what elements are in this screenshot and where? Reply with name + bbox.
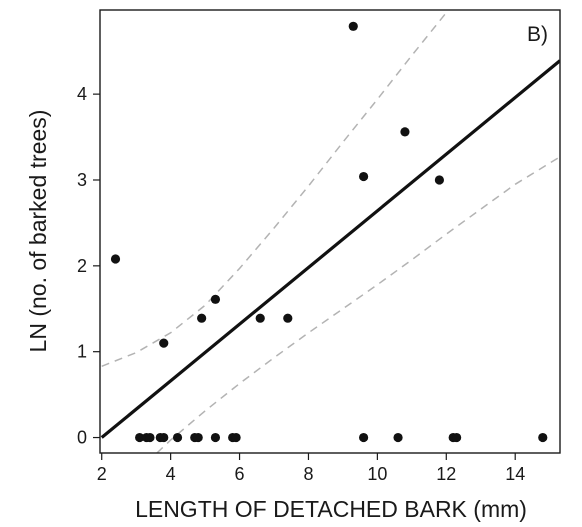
- data-point: [145, 432, 155, 443]
- y-tick-label: 3: [77, 170, 87, 190]
- x-tick-label: 14: [505, 464, 525, 484]
- x-tick-label: 6: [235, 464, 245, 484]
- data-point: [358, 432, 369, 443]
- data-point: [283, 313, 293, 323]
- data-point: [159, 432, 169, 443]
- x-tick-label: 8: [303, 464, 313, 484]
- confidence-band-lower: [156, 156, 560, 453]
- data-point: [159, 338, 169, 348]
- x-tick-label: 10: [367, 464, 387, 484]
- regression-line-group: [100, 59, 560, 439]
- data-point: [452, 432, 462, 443]
- data-point: [393, 432, 403, 443]
- y-axis-ticks: 0 1 2 3 4: [77, 84, 100, 448]
- data-point: [231, 432, 241, 443]
- data-point: [348, 21, 358, 31]
- data-point: [135, 432, 145, 443]
- data-point: [255, 313, 265, 323]
- data-point: [172, 432, 183, 443]
- y-tick-label: 0: [77, 428, 87, 448]
- data-point: [193, 432, 203, 443]
- y-tick-label: 2: [77, 256, 87, 276]
- panel-label: B): [527, 23, 548, 46]
- x-tick-label: 12: [436, 464, 456, 484]
- y-tick-label: 4: [77, 84, 87, 104]
- confidence-band-upper: [101, 10, 450, 367]
- data-points: [110, 21, 548, 443]
- data-point: [434, 175, 445, 185]
- data-point: [400, 127, 410, 137]
- y-axis-title: LN (no. of barked trees): [25, 110, 51, 353]
- data-point: [197, 313, 207, 323]
- y-tick-label: 1: [77, 342, 87, 362]
- x-axis-title: LENGTH OF DETACHED BARK (mm): [135, 496, 527, 522]
- x-tick-label: 4: [166, 464, 176, 484]
- data-point: [538, 432, 548, 443]
- regression-line: [100, 59, 560, 439]
- x-tick-label: 2: [97, 464, 107, 484]
- plot-frame: [99, 9, 561, 454]
- data-point: [358, 171, 369, 182]
- data-point: [110, 254, 121, 264]
- data-point: [210, 294, 221, 304]
- confidence-band: [101, 10, 560, 453]
- data-point: [210, 432, 221, 443]
- x-axis-ticks: 2 4 6 8 10 12 14: [97, 453, 525, 484]
